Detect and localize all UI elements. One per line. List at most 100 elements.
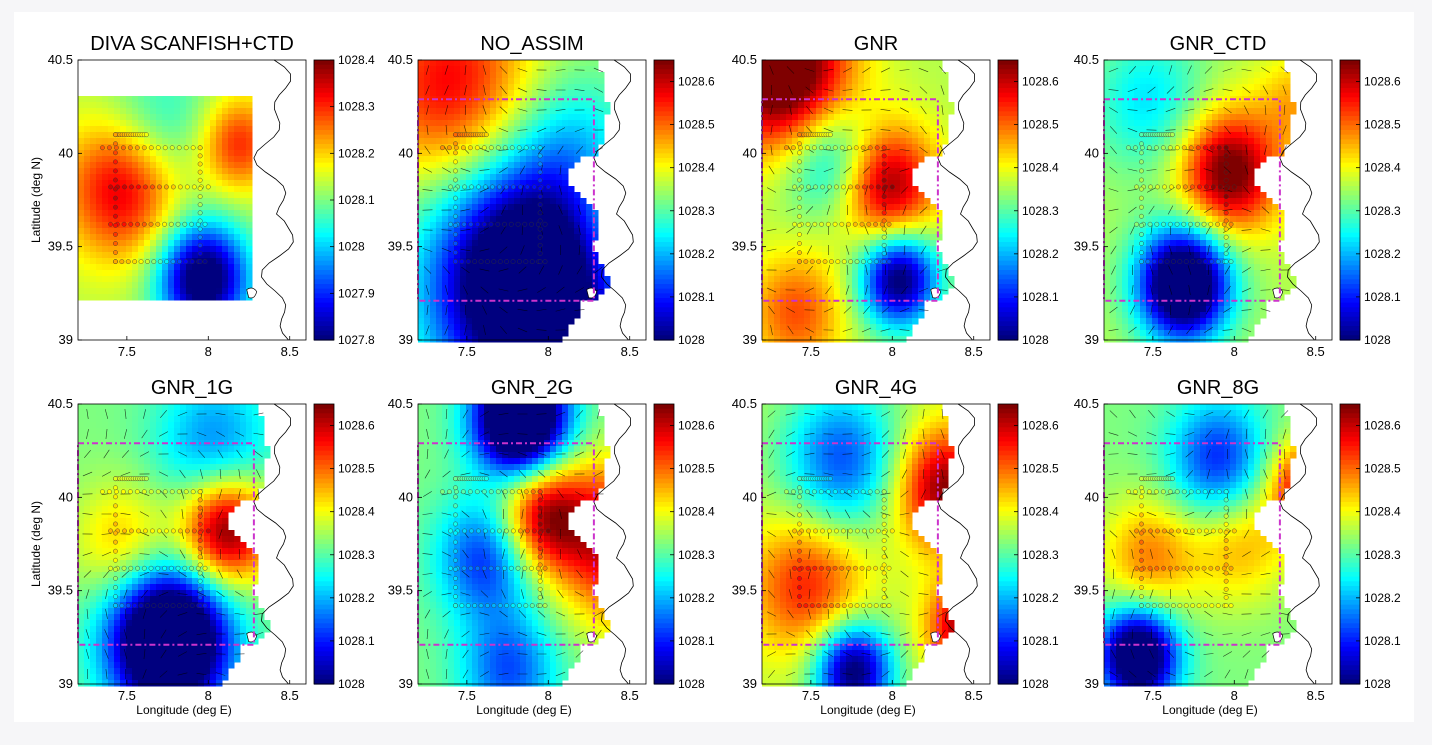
velocity-arrow [519,165,526,175]
heatmap-cell [162,252,169,259]
heatmap-cell [454,192,461,199]
heatmap-cell [1236,114,1243,121]
heatmap-cell [852,234,859,241]
observation-point [517,259,522,264]
heatmap-cell [156,198,163,205]
heatmap-cell [1188,108,1195,115]
heatmap-cell [1158,84,1165,91]
heatmap-cell [84,276,91,283]
heatmap-cell [472,246,479,253]
heatmap-cell [828,186,835,193]
heatmap-cell [822,246,829,253]
heatmap-cell [508,234,515,241]
heatmap-cell [156,96,163,103]
heatmap-cell [192,138,199,145]
heatmap-cell [90,108,97,115]
heatmap-cell [1284,90,1291,97]
heatmap-cell [870,132,877,139]
heatmap-cell [1140,78,1147,85]
heatmap-cell [858,270,865,277]
heatmap-cell [228,276,235,283]
heatmap-cell [888,192,895,199]
heatmap-cell [126,240,133,247]
heatmap-cell [484,108,491,115]
heatmap-cell [1242,102,1249,109]
heatmap-cell [240,228,247,235]
observation-point [881,226,887,232]
observation-point [834,184,839,190]
heatmap-cell [762,90,769,97]
heatmap-cell [246,192,253,199]
heatmap-cell [774,186,781,193]
colorbar-segment [998,64,1018,70]
heatmap-cell [520,180,527,187]
heatmap-cell [144,246,151,253]
heatmap-cell [562,84,569,91]
heatmap-cell [822,90,829,97]
heatmap-cell [816,156,823,163]
colorbar-segment [654,246,674,252]
heatmap-cell [240,162,247,169]
heatmap-cell [538,270,545,277]
heatmap-cell [574,252,581,259]
heatmap-cell [436,252,443,259]
velocity-arrow [941,105,944,115]
heatmap-cell [918,102,925,109]
heatmap-cell [942,138,949,145]
heatmap-cell [418,78,425,85]
heatmap-cell [120,240,127,247]
heatmap-cell [84,216,91,223]
heatmap-cell [114,252,121,259]
heatmap-cell [1104,60,1111,67]
heatmap-cell [150,186,157,193]
heatmap-cell [918,108,925,115]
heatmap-cell [132,120,139,127]
heatmap-cell [888,132,895,139]
heatmap-cell [424,78,431,85]
heatmap-cell [514,78,521,85]
heatmap-cell [436,180,443,187]
observation-point [197,251,203,256]
heatmap-cell [846,186,853,193]
heatmap-cell [234,186,241,193]
heatmap-cell [96,192,103,199]
heatmap-cell [822,300,829,307]
heatmap-cell [894,294,901,301]
heatmap-cell [550,192,557,199]
heatmap-cell [186,264,193,271]
heatmap-cell [792,258,799,265]
colorbar-segment [654,74,674,80]
heatmap-cell [240,168,247,175]
heatmap-cell [556,156,563,163]
heatmap-cell [556,108,563,115]
velocity-arrow [918,287,929,293]
colorbar-segment [314,144,334,150]
velocity-arrow [825,285,832,295]
heatmap-cell [544,66,551,73]
heatmap-cell [180,168,187,175]
heatmap-cell [858,126,865,133]
heatmap-cell [894,150,901,157]
heatmap-cell [520,144,527,151]
heatmap-cell [768,168,775,175]
colorbar-tick-label: 1028.3 [1022,204,1059,218]
heatmap-cell [864,60,871,67]
heatmap-cell [466,174,473,181]
velocity-arrow [845,245,850,255]
heatmap-cell [1128,108,1135,115]
heatmap-cell [454,96,461,103]
heatmap-cell [598,264,605,271]
observation-point [784,145,789,151]
velocity-arrow [538,145,545,155]
heatmap-cell [858,264,865,271]
heatmap-cell [514,270,521,277]
heatmap-cell [78,258,85,265]
heatmap-cell [562,294,569,301]
heatmap-cell [544,192,551,199]
heatmap-cell [1260,126,1267,133]
heatmap-cell [1212,78,1219,85]
heatmap-cell [180,282,187,289]
heatmap-cell [526,84,533,91]
heatmap-cell [478,234,485,241]
heatmap-cell [454,288,461,295]
